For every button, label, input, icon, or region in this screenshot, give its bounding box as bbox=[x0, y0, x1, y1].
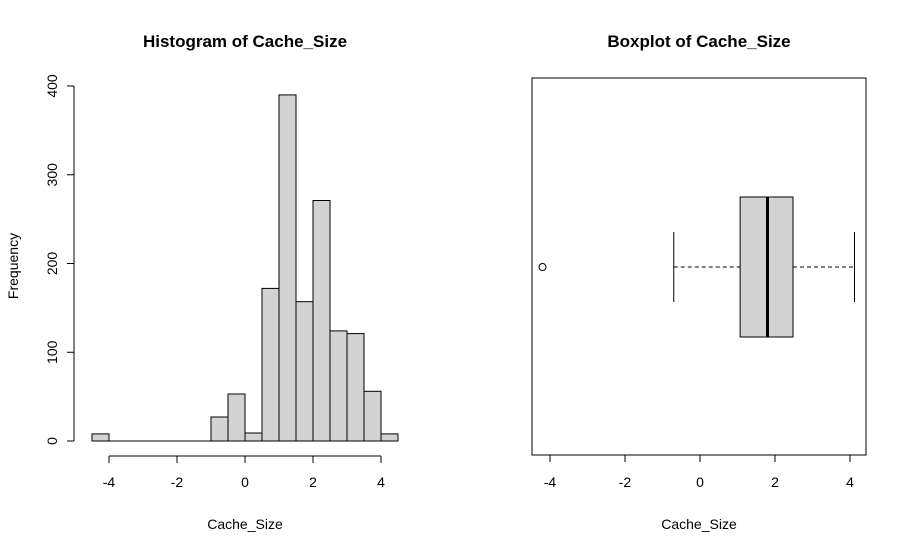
boxplot-x-axis: -4 -2 0 2 4 bbox=[544, 454, 854, 490]
histogram-bar bbox=[312, 200, 331, 442]
histogram-x-tick-label: -2 bbox=[171, 474, 184, 490]
histogram-bar bbox=[329, 330, 348, 442]
histogram-bar bbox=[227, 393, 246, 442]
boxplot-panel: Boxplot of Cache_Size -4 -2 0 2 4 Cache_Size bbox=[531, 32, 867, 532]
histogram-bar bbox=[346, 333, 365, 442]
histogram-title: Histogram of Cache_Size bbox=[143, 32, 347, 51]
boxplot-x-tick-label: -2 bbox=[619, 474, 632, 490]
histogram-y-tick-label: 0 bbox=[44, 437, 60, 445]
histogram-y-tick-label: 200 bbox=[44, 252, 60, 276]
boxplot-x-tick-label: -4 bbox=[544, 474, 557, 490]
histogram-y-tick-label: 400 bbox=[44, 74, 60, 98]
boxplot-title: Boxplot of Cache_Size bbox=[607, 32, 790, 51]
histogram-bar bbox=[261, 287, 280, 442]
boxplot-x-axis-label: Cache_Size bbox=[661, 516, 737, 532]
histogram-x-tick-label: 2 bbox=[309, 474, 317, 490]
histogram-bar bbox=[363, 390, 382, 442]
boxplot-outlier-point bbox=[538, 263, 547, 271]
boxplot-x-tick-label: 4 bbox=[846, 474, 854, 490]
histogram-bars bbox=[91, 94, 399, 442]
boxplot-mark bbox=[538, 196, 855, 338]
histogram-y-tick-label: 300 bbox=[44, 163, 60, 187]
histogram-panel: Histogram of Cache_Size -4 -2 0 2 4 0 100 200 3… bbox=[5, 32, 399, 532]
histogram-x-tick-label: 0 bbox=[241, 474, 249, 490]
boxplot-x-tick-label: 2 bbox=[771, 474, 779, 490]
histogram-bar bbox=[244, 432, 263, 442]
histogram-x-tick-label: 4 bbox=[377, 474, 385, 490]
histogram-x-axis: -4 -2 0 2 4 bbox=[103, 455, 385, 490]
histogram-x-tick-label: -4 bbox=[103, 474, 116, 490]
histogram-bar bbox=[380, 433, 399, 442]
histogram-bar bbox=[91, 433, 110, 442]
histogram-y-axis-label: Frequency bbox=[5, 233, 21, 299]
histogram-x-axis-label: Cache_Size bbox=[207, 516, 283, 532]
histogram-bar bbox=[210, 416, 229, 442]
histogram-bar bbox=[295, 301, 314, 442]
histogram-y-axis: 0 100 200 300 400 bbox=[44, 74, 75, 445]
histogram-bar bbox=[278, 94, 297, 442]
histogram-y-tick-label: 100 bbox=[44, 340, 60, 364]
boxplot-x-tick-label: 0 bbox=[696, 474, 704, 490]
